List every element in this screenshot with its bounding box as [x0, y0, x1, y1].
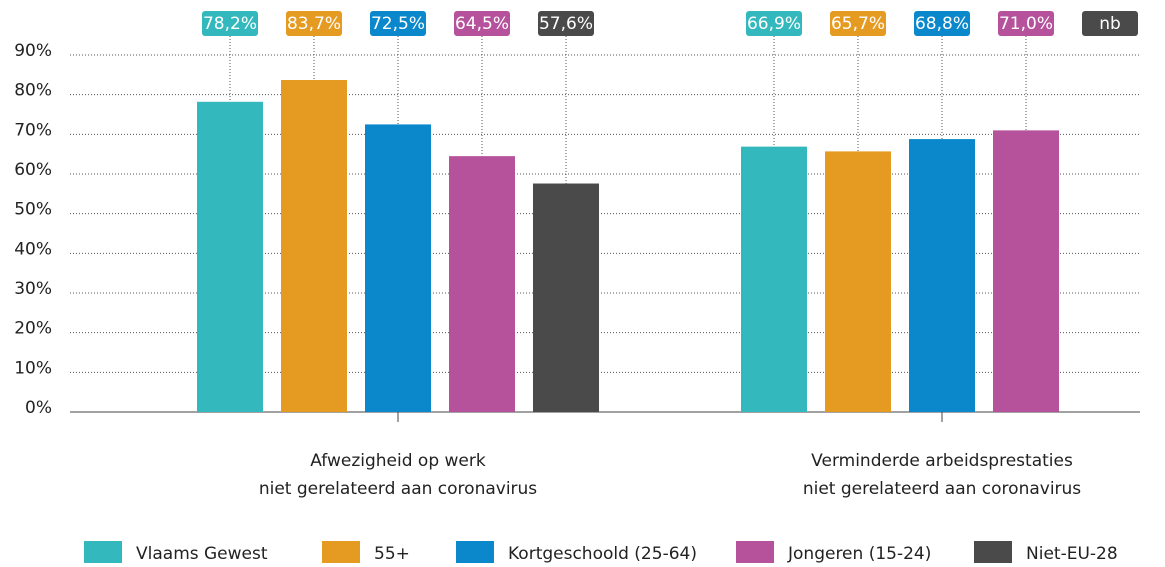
- legend-label: Vlaams Gewest: [136, 544, 268, 564]
- x-tick-label: niet gerelateerd aan coronavirus: [259, 479, 537, 499]
- bar: [197, 101, 263, 412]
- bar: [365, 124, 431, 413]
- value-label-box: [538, 11, 594, 36]
- y-tick-label: 40%: [14, 239, 52, 259]
- value-label-box: [454, 11, 510, 36]
- bar: [909, 139, 975, 413]
- value-label: 66,9%: [747, 14, 801, 34]
- value-label: 78,2%: [203, 14, 257, 34]
- bar: [825, 151, 891, 412]
- legend-label: Kortgeschoold (25-64): [508, 544, 697, 564]
- y-tick-label: 0%: [25, 398, 52, 418]
- bar: [993, 130, 1059, 412]
- bar: [281, 79, 347, 413]
- legend-swatch: [322, 541, 360, 563]
- legend-label: Niet-EU-28: [1026, 544, 1118, 564]
- value-label-box: [746, 11, 802, 36]
- y-tick-label: 90%: [14, 41, 52, 61]
- legend-swatch: [736, 541, 774, 563]
- value-label: 57,6%: [539, 14, 593, 34]
- y-tick-label: 10%: [14, 358, 52, 378]
- legend-label: 55+: [374, 544, 410, 564]
- y-tick-label: 70%: [14, 120, 52, 140]
- value-label: 83,7%: [287, 14, 341, 34]
- legend-swatch: [456, 541, 494, 563]
- y-tick-label: 50%: [14, 200, 52, 220]
- value-label: nb: [1099, 14, 1121, 34]
- value-label: 65,7%: [831, 14, 885, 34]
- bar: [741, 146, 807, 412]
- y-tick-label: 60%: [14, 160, 52, 180]
- value-label-box: [998, 11, 1054, 36]
- x-tick-label: Verminderde arbeidsprestaties: [811, 451, 1073, 471]
- value-label-box: [286, 11, 342, 36]
- legend-swatch: [84, 541, 122, 563]
- value-label: 72,5%: [371, 14, 425, 34]
- value-label-box: [914, 11, 970, 36]
- value-label-box: [830, 11, 886, 36]
- bar: [449, 156, 515, 412]
- value-label: 68,8%: [915, 14, 969, 34]
- legend-swatch: [974, 541, 1012, 563]
- legend-label: Jongeren (15-24): [787, 544, 931, 564]
- x-tick-label: niet gerelateerd aan coronavirus: [803, 479, 1081, 499]
- value-label: 64,5%: [455, 14, 509, 34]
- value-label-box: [202, 11, 258, 36]
- y-tick-label: 80%: [14, 81, 52, 101]
- value-label-box: [370, 11, 426, 36]
- value-label: 71,0%: [999, 14, 1053, 34]
- value-label-box: [1082, 11, 1138, 36]
- x-tick-label: Afwezigheid op werk: [310, 451, 486, 471]
- y-tick-label: 20%: [14, 319, 52, 339]
- bar: [533, 183, 599, 412]
- y-tick-label: 30%: [14, 279, 52, 299]
